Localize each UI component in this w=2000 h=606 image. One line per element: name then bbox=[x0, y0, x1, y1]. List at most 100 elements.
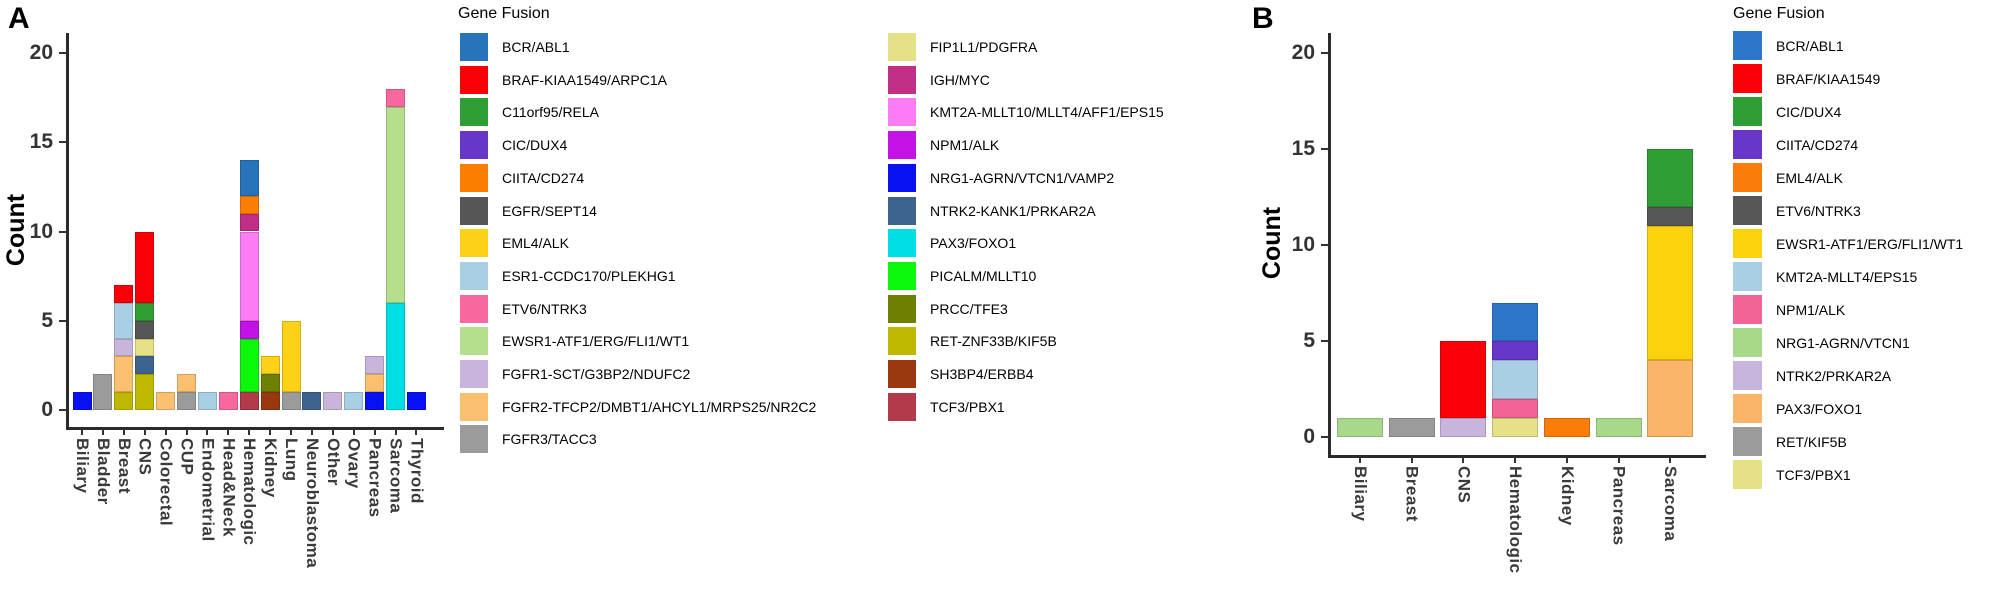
legend-swatch bbox=[888, 33, 916, 61]
bar-segment bbox=[135, 356, 155, 375]
legend-swatch bbox=[1733, 328, 1762, 357]
legend-swatch bbox=[460, 425, 488, 454]
legend-label: CIC/DUX4 bbox=[1776, 103, 1842, 120]
bar-segment bbox=[239, 392, 259, 410]
bar-segment bbox=[177, 392, 196, 410]
legend-label: CIITA/CD274 bbox=[1776, 136, 1859, 153]
bar-segment bbox=[135, 320, 155, 339]
legend-swatch bbox=[460, 392, 488, 421]
legend-swatch bbox=[888, 65, 916, 94]
legend-swatch bbox=[460, 229, 488, 258]
x-category-label: Sarcoma bbox=[1661, 466, 1681, 542]
bar-segment bbox=[1492, 417, 1539, 437]
bar-segment bbox=[386, 302, 405, 410]
legend-label: RET/KIF5B bbox=[1776, 433, 1847, 450]
legend-swatch bbox=[460, 131, 488, 160]
legend-swatch bbox=[888, 392, 916, 421]
legend-label: NTRK2-KANK1/PRKAR2A bbox=[930, 202, 1096, 219]
bar-segment bbox=[135, 338, 155, 357]
x-category-label: Neuroblastoma bbox=[302, 438, 322, 569]
legend-label: PICALM/MLLT10 bbox=[930, 267, 1037, 284]
y-tick-label: 15 bbox=[29, 130, 53, 154]
bar-segment bbox=[406, 392, 426, 410]
bar-segment bbox=[114, 285, 134, 303]
bar-segment bbox=[1492, 302, 1539, 341]
y-axis-line bbox=[1328, 33, 1331, 457]
legend-label: C11orf95/RELA bbox=[502, 104, 600, 121]
x-category-label: Breast bbox=[1402, 466, 1422, 522]
panel-a-label: A bbox=[8, 2, 30, 35]
legend-label: CIITA/CD274 bbox=[502, 169, 585, 186]
legend-swatch bbox=[460, 196, 488, 225]
y-tick bbox=[1321, 244, 1328, 246]
legend-swatch bbox=[460, 33, 488, 61]
legend-label: EGFR/SEPT14 bbox=[502, 202, 597, 219]
legend-label: EWSR1-ATF1/ERG/FLI1/WT1 bbox=[1776, 235, 1964, 252]
y-tick-label: 0 bbox=[41, 398, 53, 421]
legend-label: ESR1-CCDC170/PLEKHG1 bbox=[502, 267, 676, 284]
bar-segment bbox=[1647, 360, 1694, 437]
legend-label: BCR/ABL1 bbox=[1776, 37, 1844, 54]
y-tick-label: 5 bbox=[1303, 329, 1315, 352]
legend-swatch bbox=[888, 229, 916, 258]
legend-swatch bbox=[888, 163, 916, 192]
x-tick bbox=[352, 429, 355, 435]
legend-label: CIC/DUX4 bbox=[502, 137, 568, 154]
y-tick bbox=[59, 319, 66, 322]
x-tick bbox=[373, 429, 376, 435]
x-category-label: Thyroid bbox=[407, 438, 427, 504]
legend-swatch bbox=[460, 98, 488, 127]
legend-swatch bbox=[888, 196, 916, 225]
x-tick bbox=[1410, 457, 1413, 463]
bar-segment bbox=[114, 338, 134, 357]
legend-swatch bbox=[460, 327, 488, 356]
legend-label: TCF3/PBX1 bbox=[930, 398, 1005, 415]
x-category-label: Kidney bbox=[261, 438, 281, 498]
bar-segment bbox=[114, 392, 134, 410]
x-tick bbox=[269, 429, 272, 435]
x-tick bbox=[331, 429, 334, 435]
legend-swatch bbox=[1733, 31, 1762, 60]
bar-segment bbox=[1647, 149, 1694, 207]
x-tick bbox=[394, 429, 397, 435]
legend-swatch bbox=[460, 65, 488, 94]
y-tick-label: 15 bbox=[1291, 137, 1315, 160]
y-tick bbox=[1321, 340, 1328, 342]
bar-segment bbox=[1492, 360, 1539, 399]
bar-segment bbox=[239, 320, 259, 339]
bar-segment bbox=[260, 392, 280, 410]
y-tick bbox=[59, 52, 66, 54]
legend-label: NPM1/ALK bbox=[930, 137, 1000, 154]
legend-label: SH3BP4/ERBB4 bbox=[930, 366, 1034, 382]
x-tick bbox=[310, 429, 313, 435]
legend-label: KMT2A-MLLT4/EPS15 bbox=[1776, 268, 1918, 285]
legend-swatch bbox=[1733, 97, 1762, 126]
x-tick bbox=[143, 429, 146, 435]
x-category-label: Ovary bbox=[344, 438, 364, 489]
legend-label: FGFR3/TACC3 bbox=[502, 431, 597, 448]
legend-swatch bbox=[888, 327, 916, 356]
x-category-label: Pancreas bbox=[1609, 466, 1629, 546]
bar-segment bbox=[386, 106, 405, 303]
legend-label: NRG1-AGRN/VTCN1 bbox=[1776, 334, 1910, 351]
x-tick bbox=[1514, 457, 1517, 463]
x-tick bbox=[164, 429, 167, 435]
x-tick bbox=[1565, 457, 1568, 463]
y-axis-line bbox=[66, 33, 69, 429]
y-tick bbox=[1321, 436, 1328, 438]
x-category-label: CNS bbox=[135, 438, 155, 476]
legend-swatch bbox=[888, 98, 916, 127]
x-category-label: Sarcoma bbox=[386, 438, 406, 514]
y-tick bbox=[1321, 52, 1328, 54]
y-tick-label: 20 bbox=[1291, 41, 1315, 64]
legend-label: BRAF-KIAA1549/ARPC1A bbox=[502, 71, 667, 88]
legend-swatch bbox=[460, 163, 488, 192]
panel-b-label: B bbox=[1252, 2, 1274, 35]
bar-segment bbox=[135, 374, 155, 410]
legend-swatch bbox=[1733, 361, 1762, 390]
legend-swatch bbox=[460, 294, 488, 323]
x-tick bbox=[1462, 457, 1465, 463]
legend-label: PAX3/FOXO1 bbox=[930, 235, 1017, 252]
legend-label: TCF3/PBX1 bbox=[1776, 466, 1851, 483]
legend-label: BCR/ABL1 bbox=[502, 39, 570, 55]
